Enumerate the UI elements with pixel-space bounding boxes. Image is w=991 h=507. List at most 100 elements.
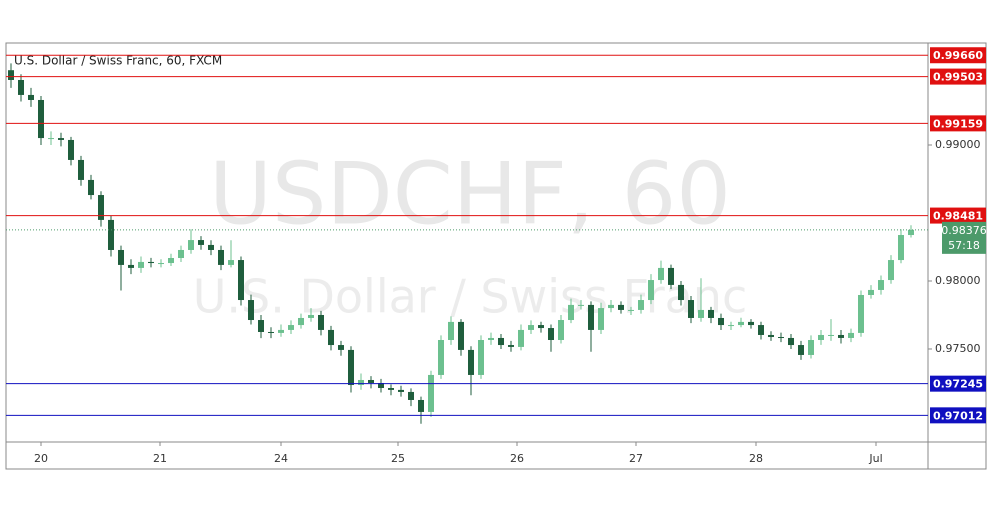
candle-body [48, 138, 54, 140]
candle-body [688, 300, 694, 318]
level-label-box [930, 207, 986, 224]
candle-body [138, 261, 144, 268]
candle-body [98, 195, 104, 220]
candle-body [598, 308, 604, 330]
candle-body [338, 345, 344, 350]
candle-body [148, 261, 154, 264]
candle-body [108, 219, 114, 250]
level-label-box [930, 115, 986, 132]
candle-body [38, 99, 44, 139]
candle-body [228, 260, 234, 265]
level-label: 0.99159 [933, 117, 983, 130]
candle-body [518, 329, 524, 347]
candle-body [818, 334, 824, 341]
candle-body [328, 329, 334, 346]
chart-title: U.S. Dollar / Swiss Franc, 60, FXCM [14, 54, 222, 68]
watermark-symbol: USDCHF, 60 [209, 144, 731, 244]
candle-body [128, 264, 134, 268]
candle-body [348, 349, 354, 386]
candle-body [448, 321, 454, 341]
candle-body [118, 249, 124, 265]
level-label-box [930, 375, 986, 392]
candle-body [878, 280, 884, 290]
level-label-box [930, 47, 986, 64]
candle-body [308, 314, 314, 318]
candle-body [698, 309, 704, 318]
x-tick-label: 27 [629, 452, 643, 465]
candle-body [638, 300, 644, 310]
candle-body [768, 334, 774, 338]
candle-body [398, 389, 404, 392]
candle-body [658, 267, 664, 281]
countdown: 57:18 [948, 239, 980, 252]
candle-body [248, 300, 254, 321]
candle-body [788, 337, 794, 346]
candle-body [478, 340, 484, 375]
candle-body [198, 240, 204, 245]
level-label: 0.97012 [933, 409, 983, 422]
candle-body [368, 379, 374, 383]
candle-body [528, 325, 534, 330]
candle-body [238, 260, 244, 301]
candle-body [88, 179, 94, 196]
candle-body [648, 280, 654, 301]
frame [5, 42, 987, 470]
candle-body [428, 374, 434, 412]
x-tick-label: 25 [391, 452, 405, 465]
candle-body [778, 337, 784, 339]
candle-body [188, 240, 194, 250]
level-label: 0.99660 [933, 49, 983, 62]
level-label: 0.99503 [933, 71, 983, 84]
candle-body [588, 304, 594, 330]
candle-body [858, 294, 864, 333]
x-tick-label: 28 [749, 452, 763, 465]
candle-body [78, 159, 84, 180]
level-label-box [930, 68, 986, 85]
candle-body [258, 320, 264, 332]
candle-body [898, 235, 904, 261]
candle-body [498, 337, 504, 346]
candle-body [608, 304, 614, 309]
y-tick-label: 0.99000 [935, 138, 981, 151]
candle-body [278, 329, 284, 333]
candle-body [578, 304, 584, 306]
candle-body [218, 249, 224, 265]
candle-body [708, 309, 714, 318]
y-tick-label: 0.97500 [935, 342, 981, 355]
candle-body [678, 284, 684, 301]
candle-body [888, 260, 894, 281]
candle-body [798, 345, 804, 355]
candle-body [318, 314, 324, 330]
candle-body [828, 334, 834, 336]
last-price-box [942, 221, 986, 254]
candle-body [808, 340, 814, 355]
candle-body [378, 382, 384, 389]
candle-body [178, 249, 184, 259]
candle-body [28, 94, 34, 100]
candle-body [468, 349, 474, 375]
candle-body [68, 139, 74, 160]
candle-body [538, 325, 544, 329]
candle-body [358, 379, 364, 386]
candle-body [868, 289, 874, 295]
x-tick-label: 24 [274, 452, 288, 465]
candle-body [908, 229, 914, 236]
x-tick-label: 21 [153, 452, 167, 465]
candle-body [508, 345, 514, 347]
candle-body [558, 320, 564, 341]
candle-body [158, 263, 164, 265]
candle-body [488, 337, 494, 341]
watermark: USDCHF, 60 U.S. Dollar / Swiss Franc [193, 144, 748, 323]
candle-body [388, 388, 394, 390]
x-tick-label: 20 [34, 452, 48, 465]
candle-body [418, 399, 424, 412]
candle-body [628, 309, 634, 311]
candle-body [168, 258, 174, 264]
candle-body [438, 340, 444, 375]
y-tick-label: 0.98000 [935, 274, 981, 287]
candle-body [408, 391, 414, 400]
candle-body [738, 321, 744, 326]
candle-body [58, 138, 64, 140]
candle-body [758, 325, 764, 335]
